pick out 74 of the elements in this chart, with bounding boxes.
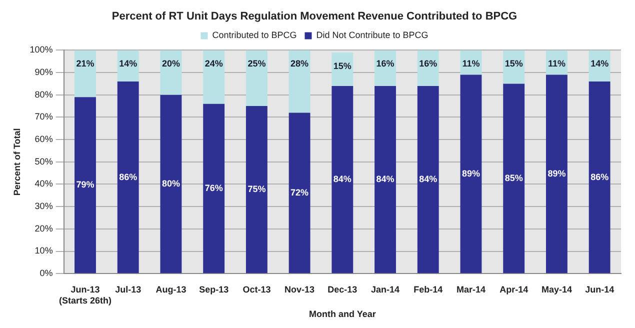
data-label: 76% [204, 182, 223, 193]
x-axis-title: Month and Year [308, 309, 376, 320]
y-tick-label: 40% [34, 178, 53, 189]
data-label: 80% [162, 178, 180, 188]
legend-label: Contributed to BPCG [212, 30, 297, 40]
bar [460, 74, 482, 274]
bar [332, 86, 354, 274]
bar [160, 94, 182, 274]
data-label: 84% [333, 174, 352, 184]
data-label: 11% [462, 58, 480, 69]
bar [246, 106, 268, 274]
y-tick-label: 90% [34, 67, 53, 78]
bar [374, 86, 396, 274]
y-tick-label: 50% [34, 156, 53, 166]
bar [203, 104, 225, 274]
bar [417, 86, 439, 274]
chart-title: Percent of RT Unit Days Regulation Movement Revenue Contributed to BPCG [112, 10, 518, 23]
y-tick-label: 70% [34, 112, 53, 122]
x-tick-label: Jan-14 [371, 284, 400, 294]
data-label: 89% [548, 168, 566, 178]
data-label: 72% [290, 187, 309, 198]
bar [203, 50, 225, 104]
data-label: 24% [204, 58, 223, 69]
data-label: 15% [333, 60, 352, 71]
bar [588, 81, 610, 274]
bar [246, 50, 268, 106]
x-tick-label: Mar-14 [456, 284, 486, 294]
data-label: 20% [162, 58, 180, 69]
y-tick-label: 60% [34, 134, 53, 144]
bar [546, 74, 568, 274]
x-tick-label: Jun-14 [585, 284, 614, 294]
data-label: 16% [376, 58, 394, 69]
bar [503, 84, 525, 274]
bar [288, 112, 310, 274]
data-label: 28% [290, 58, 309, 69]
bar [374, 50, 396, 86]
data-label: 21% [76, 58, 94, 69]
data-label: 89% [462, 168, 480, 178]
data-label: 16% [419, 58, 438, 69]
x-tick-label: Oct-13 [242, 284, 271, 294]
data-label: 14% [119, 58, 138, 69]
bar [417, 50, 439, 86]
data-label: 79% [76, 180, 94, 190]
y-tick-label: 0% [40, 268, 53, 278]
bar [74, 50, 96, 98]
x-tick-label: Nov-13 [284, 284, 315, 294]
data-label: 86% [119, 172, 138, 182]
data-label: 85% [504, 172, 523, 183]
data-label: 84% [376, 174, 394, 184]
legend-label: Did Not Contribute to BPCG [316, 30, 428, 40]
data-label: 14% [590, 58, 609, 69]
x-tick-label: Aug-13 [156, 284, 186, 294]
data-label: 84% [419, 174, 438, 184]
x-tick-label: Dec-13 [328, 284, 358, 294]
data-label: 86% [590, 172, 609, 182]
y-tick-label: 10% [34, 246, 53, 256]
data-label: 15% [504, 58, 523, 69]
data-label: 25% [248, 58, 266, 69]
bar [117, 81, 139, 274]
bar [74, 97, 96, 274]
data-label: 11% [548, 58, 566, 69]
y-tick-label: 20% [34, 223, 53, 234]
y-axis-title: Percent of Total [12, 128, 22, 196]
y-tick-label: 30% [34, 201, 53, 212]
y-tick-label: 80% [34, 89, 53, 100]
x-tick-label: Jun-13 (Starts 26th) [58, 284, 112, 306]
x-tick-label: Apr-14 [500, 284, 528, 294]
bar [288, 50, 310, 113]
y-tick-label: 100% [30, 44, 53, 55]
x-tick-label: May-14 [541, 284, 572, 294]
x-tick-label: Sep-13 [199, 284, 229, 294]
data-label: 75% [248, 184, 266, 194]
x-tick-label: Feb-14 [414, 284, 443, 294]
x-tick-label: Jul-13 [115, 284, 142, 294]
